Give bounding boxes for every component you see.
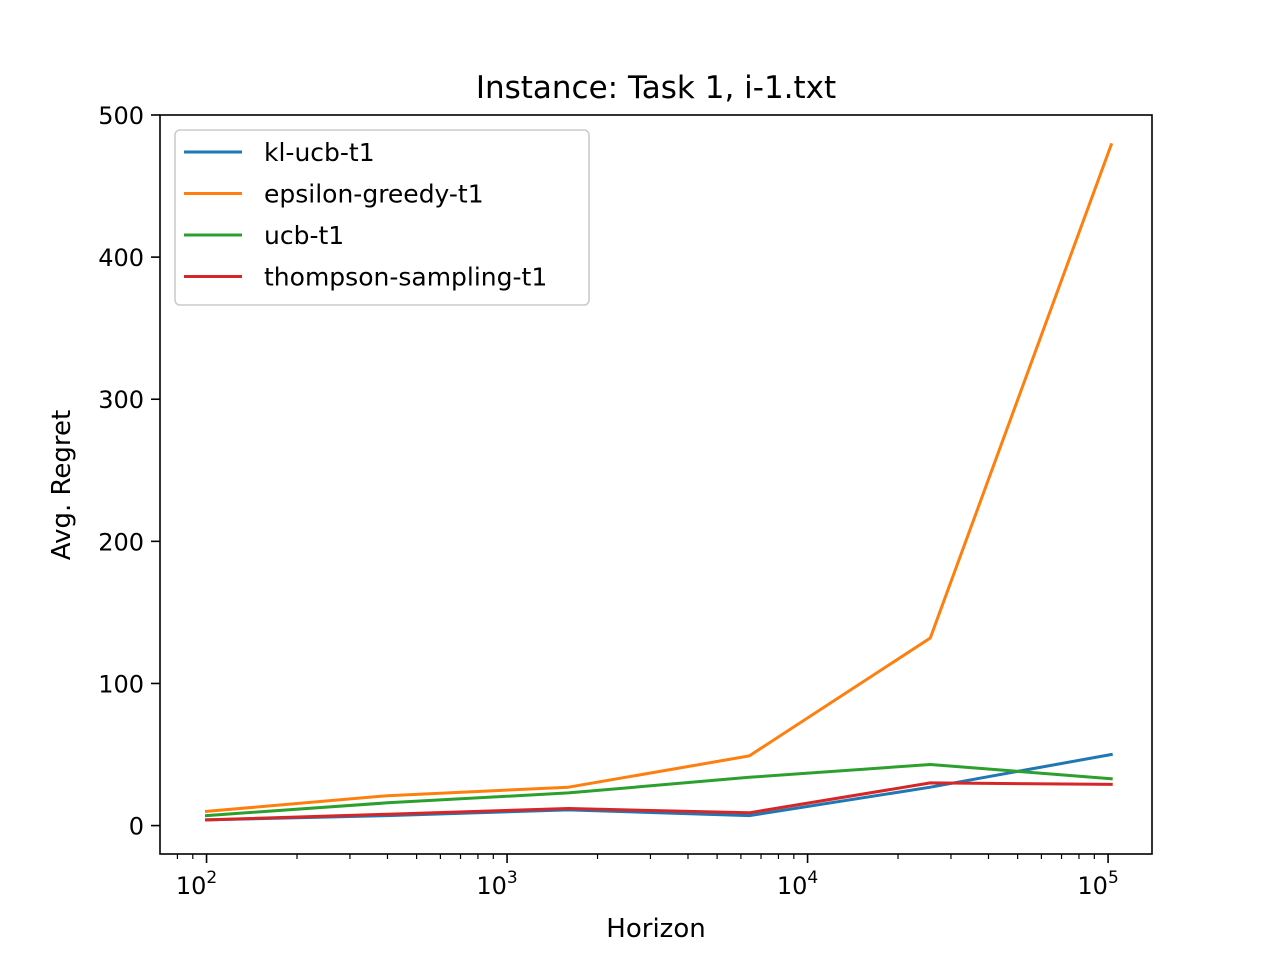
y-tick-label-3: 300 — [98, 386, 144, 414]
y-tick-label-1: 100 — [98, 670, 144, 698]
x-tick-label-base: 10 — [1077, 872, 1108, 900]
x-tick-label-3: 105 — [1077, 868, 1118, 900]
x-tick-label-exponent: 2 — [206, 868, 217, 888]
y-tick-label-0: 0 — [129, 813, 144, 841]
legend-label-1: epsilon-greedy-t1 — [264, 180, 484, 209]
x-tick-label-exponent: 4 — [807, 868, 818, 888]
x-tick-label-1: 103 — [476, 868, 517, 900]
legend-label-2: ucb-t1 — [264, 221, 344, 250]
x-tick-label-2: 104 — [777, 868, 818, 900]
x-tick-label-exponent: 3 — [507, 868, 518, 888]
y-tick-label-5: 500 — [98, 102, 144, 130]
x-axis-label: Horizon — [606, 914, 705, 944]
x-tick-label-0: 102 — [176, 868, 217, 900]
series-line-3 — [204, 781, 1113, 822]
legend-label-3: thompson-sampling-t1 — [264, 263, 547, 292]
series-line-2 — [204, 763, 1113, 818]
axes-frame — [159, 114, 1153, 855]
y-tick-label-4: 400 — [98, 244, 144, 272]
series-line-1 — [204, 142, 1114, 814]
chart-title: Instance: Task 1, i-1.txt — [476, 70, 836, 106]
x-tick-label-base: 10 — [777, 872, 808, 900]
legend-frame — [174, 129, 590, 306]
x-tick-label-base: 10 — [476, 872, 507, 900]
legend: kl-ucb-t1 epsilon-greedy-t1 ucb-t1 thompson… — [174, 129, 590, 306]
y-tick-label-2: 200 — [98, 528, 144, 556]
legend-label-0: kl-ucb-t1 — [264, 138, 375, 167]
x-tick-label-exponent: 5 — [1108, 868, 1119, 888]
y-axis-label: Avg. Regret — [47, 410, 77, 560]
x-tick-label-base: 10 — [176, 872, 207, 900]
